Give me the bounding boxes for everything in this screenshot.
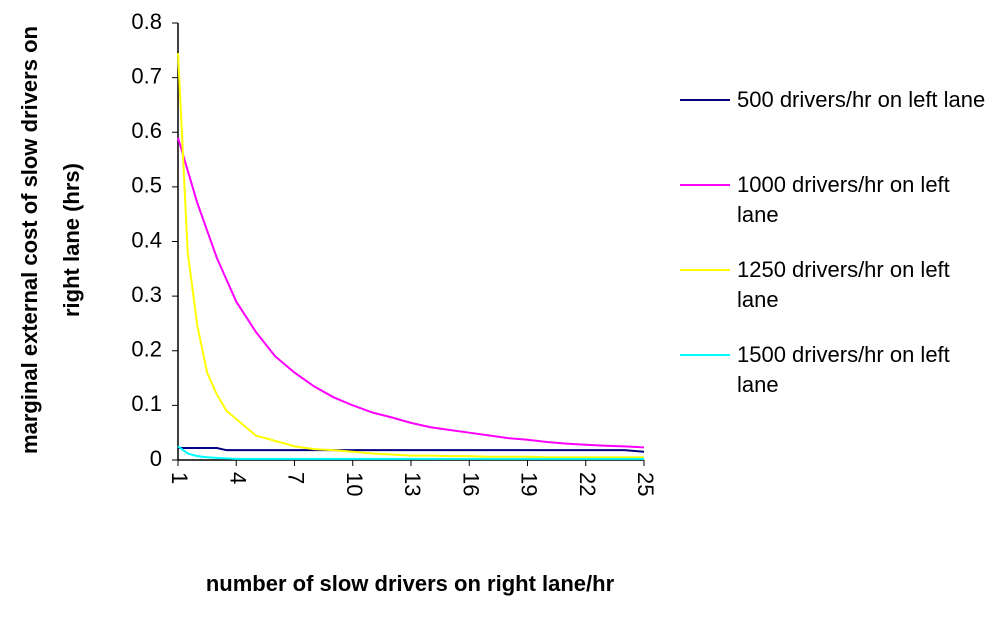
x-tick-label: 16 (458, 472, 483, 496)
x-tick-label: 10 (342, 472, 367, 496)
x-tick-label: 13 (400, 472, 425, 496)
x-tick-label: 19 (517, 472, 542, 496)
series-line (178, 446, 645, 453)
series-line (177, 137, 645, 449)
x-tick-label: 4 (225, 472, 250, 484)
y-tick-label: 0.5 (131, 173, 162, 198)
x-tick-label: 25 (633, 472, 658, 496)
x-tick-label: 22 (575, 472, 600, 496)
y-tick-label: 0.1 (131, 391, 162, 416)
series-line (177, 445, 644, 460)
y-tick-label: 0.2 (131, 337, 162, 362)
legend-label: 1500 drivers/hr on left lane (737, 342, 950, 397)
legend-label: 500 drivers/hr on left lane (737, 87, 986, 112)
x-tick-label: 7 (284, 472, 309, 484)
y-tick-label: 0.3 (131, 282, 162, 307)
y-tick-label: 0.4 (131, 227, 162, 252)
y-tick-label: 0.8 (131, 9, 162, 34)
series-line (177, 52, 644, 459)
legend-label: 1000 drivers/hr on left lane (737, 172, 950, 227)
y-tick-label: 0.7 (131, 63, 162, 88)
x-axis-title: number of slow drivers on right lane/hr (205, 571, 615, 596)
y-axis-title: marginal external cost of slow drivers o… (17, 26, 84, 454)
y-tick-label: 0 (150, 446, 162, 471)
x-tick-label: 1 (167, 472, 192, 484)
y-tick-label: 0.6 (131, 118, 162, 143)
legend-label: 1250 drivers/hr on left lane (737, 257, 950, 312)
